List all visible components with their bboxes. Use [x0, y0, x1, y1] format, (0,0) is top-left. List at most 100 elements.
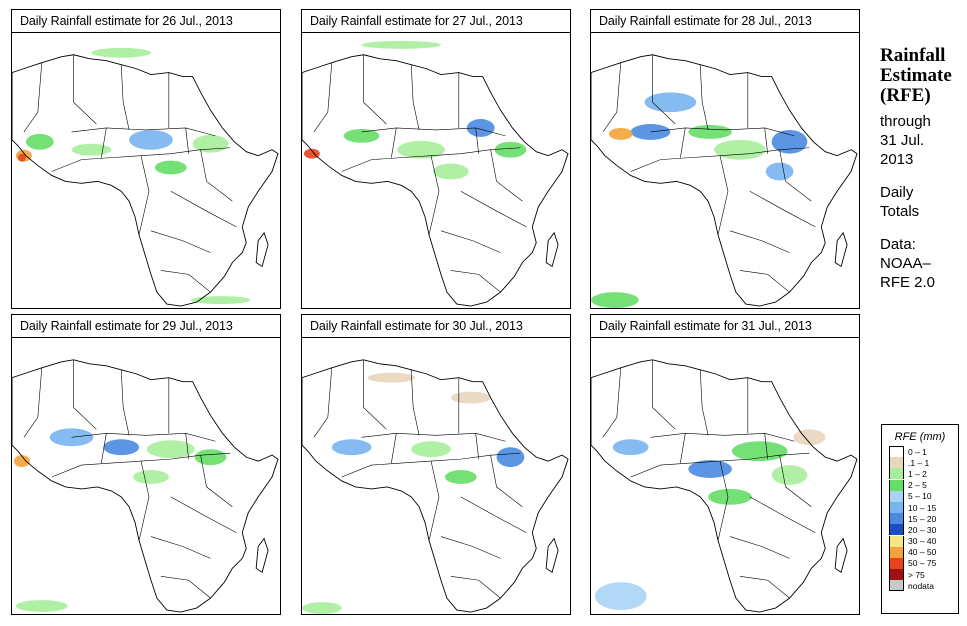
rfe-title-line3: (RFE) [880, 85, 931, 106]
data-source-1: NOAA– [880, 255, 931, 272]
daily-label: Daily [880, 184, 914, 201]
country-border [428, 155, 440, 235]
legend-swatch [889, 535, 904, 547]
rainfall-area [591, 292, 639, 308]
legend-swatch [889, 546, 904, 558]
rainfall-map [591, 33, 859, 308]
totals-label: Totals [880, 203, 920, 220]
panel-title: Daily Rainfall estimate for 28 Jul., 201… [591, 10, 859, 33]
map-panel-27jul: Daily Rainfall estimate for 27 Jul., 201… [301, 9, 571, 309]
rfe-title-line2: Estimate [880, 65, 952, 86]
through-label: through [880, 113, 931, 130]
country-border [475, 127, 479, 154]
panel-title: Daily Rainfall estimate for 29 Jul., 201… [12, 315, 280, 338]
legend-swatch [889, 513, 904, 525]
rainfall-area [17, 153, 26, 162]
country-border [200, 149, 233, 202]
country-border [764, 433, 768, 460]
country-border [73, 54, 97, 125]
legend-item: 30 – 40 [882, 535, 958, 547]
africa-outline [591, 54, 858, 307]
legend-label: 0 – 1 [908, 446, 927, 457]
country-border [739, 575, 790, 599]
country-border [391, 127, 397, 158]
rainfall-area [194, 449, 227, 466]
country-border [729, 230, 790, 253]
rainfall-area [361, 40, 441, 49]
rainfall-area [367, 372, 416, 383]
rainfall-area [731, 441, 788, 462]
country-border [652, 54, 676, 125]
legend-item: 2 – 5 [882, 479, 958, 491]
legend-item: .1 – 1 [882, 457, 958, 469]
rainfall-area [494, 141, 527, 158]
country-border [101, 433, 107, 464]
africa-outline [12, 54, 279, 307]
panel-title: Daily Rainfall estimate for 31 Jul., 201… [591, 315, 859, 338]
country-border [717, 461, 729, 541]
data-source-2: RFE 2.0 [880, 274, 936, 291]
legend-item: 10 – 15 [882, 502, 958, 514]
africa-outline [591, 359, 858, 613]
legend-label: 10 – 15 [908, 502, 937, 513]
legend-label: 1 – 2 [908, 468, 927, 479]
rainfall-area [331, 439, 372, 456]
country-border [764, 127, 768, 154]
country-border [170, 191, 237, 228]
rainfall-area [444, 470, 477, 484]
country-border [160, 270, 211, 293]
map-panel-30jul: Daily Rainfall estimate for 30 Jul., 201… [301, 314, 571, 615]
legend-item: 0 – 1 [882, 446, 958, 458]
rainfall-area [25, 133, 54, 150]
country-border [450, 270, 501, 293]
legend-label: 30 – 40 [908, 536, 937, 547]
rainfall-area [397, 140, 445, 159]
rainfall-area [765, 162, 794, 181]
country-border [602, 367, 622, 438]
rainfall-area [71, 143, 112, 156]
legend-item: 5 – 10 [882, 490, 958, 502]
rainfall-area [594, 582, 647, 611]
map-panel-28jul: Daily Rainfall estimate for 28 Jul., 201… [590, 9, 860, 309]
country-border [410, 64, 420, 131]
rainfall-area [133, 470, 169, 484]
legend-swatch [889, 569, 904, 581]
africa-outline [302, 359, 569, 613]
legend-label: 40 – 50 [908, 547, 937, 558]
legend-swatch [889, 490, 904, 502]
country-border [650, 433, 795, 442]
madagascar-outline [545, 537, 559, 574]
country-border [170, 496, 237, 533]
country-border [23, 62, 43, 133]
madagascar-outline [545, 231, 559, 268]
rainfall-area [708, 488, 752, 505]
legend-item: 50 – 75 [882, 557, 958, 569]
country-border [71, 433, 216, 442]
legend-label: nodata [908, 580, 934, 591]
country-border [428, 461, 440, 541]
rainfall-map [302, 33, 570, 308]
country-border [779, 455, 812, 508]
through-date-1: 31 Jul. [880, 132, 925, 149]
country-border [699, 64, 709, 131]
country-border [749, 496, 816, 533]
country-border [680, 433, 686, 464]
data-label: Data: [880, 236, 916, 253]
legend-label: .1 – 1 [908, 457, 930, 468]
africa-outline [12, 359, 279, 613]
rainfall-map [591, 338, 859, 614]
country-border [363, 54, 387, 125]
map-panel-31jul: Daily Rainfall estimate for 31 Jul., 201… [590, 314, 860, 615]
country-border [150, 230, 211, 253]
madagascar-outline [834, 231, 848, 268]
country-border [185, 127, 189, 154]
country-border [138, 155, 150, 235]
country-border [160, 575, 211, 599]
country-border [200, 455, 233, 508]
rainfall-area [91, 47, 151, 58]
country-border [460, 191, 527, 228]
rainfall-area [302, 602, 342, 614]
legend-swatch [889, 457, 904, 469]
country-border [490, 455, 523, 508]
